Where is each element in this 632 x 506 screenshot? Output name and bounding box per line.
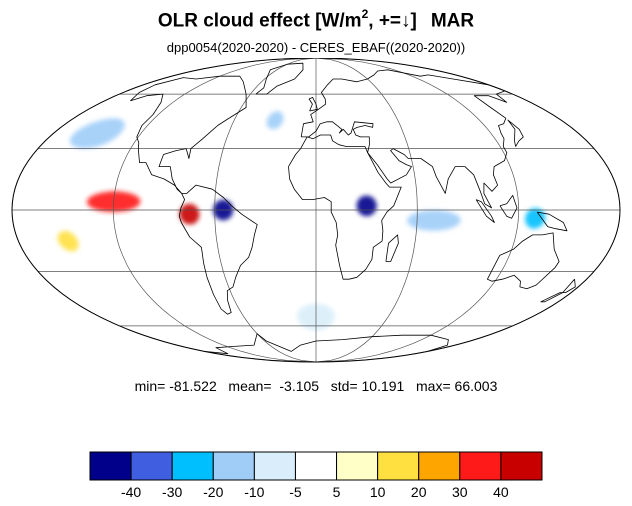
colorbar-tick-label: -5 [289, 484, 302, 500]
colorbar-tick-label: -40 [120, 484, 142, 500]
colorbar-tick-label: 5 [332, 484, 341, 500]
field-anomaly [356, 195, 377, 217]
coastline-sumatra [475, 199, 495, 223]
title-main: OLR cloud effect [W/m [157, 10, 362, 32]
coastline-greenland [255, 62, 304, 95]
plot-subtitle: dpp0054(2020-2020) - CERES_EBAF((2020-20… [166, 40, 466, 55]
colorbar-tick-label: -10 [244, 484, 265, 500]
field-anomaly [70, 118, 125, 149]
colorbar-tick-label: 20 [410, 484, 427, 500]
coastline-new-guinea [536, 211, 568, 232]
coastline-north-america [130, 75, 247, 194]
coastline-antarctica [204, 333, 449, 355]
statistics-line: min= -81.522 mean= -3.105 std= 10.191 ma… [0, 378, 632, 394]
meridian-line [315, 58, 418, 362]
plot-title: OLR cloud effect [W/m2, +=↓] MAR [0, 7, 632, 32]
stat-max-value: 66.003 [454, 378, 498, 394]
world-map [11, 58, 621, 363]
field-anomaly [57, 231, 79, 252]
meridian-line [214, 58, 317, 362]
title-month: MAR [430, 10, 475, 32]
stat-min-value: -81.522 [169, 378, 217, 394]
colorbar-swatch [89, 451, 132, 481]
field-anomaly [179, 203, 200, 225]
stat-mean-value: -3.105 [279, 378, 320, 394]
coastline-madagascar [385, 234, 399, 262]
colorbar-tick-label: 30 [452, 484, 468, 500]
field-anomaly [407, 210, 461, 231]
coastline-australia [487, 232, 560, 290]
colorbar-swatch [212, 451, 255, 481]
colorbar-tick-label: -20 [203, 484, 224, 500]
colorbar-swatch [294, 451, 338, 481]
meridian-line [112, 58, 317, 362]
colorbar-swatch [336, 451, 379, 481]
stat-mean-label: mean= [228, 378, 272, 394]
colorbar-swatch [500, 451, 543, 481]
stat-max-label: max= [416, 378, 451, 394]
coastline-borneo [499, 195, 518, 219]
coastline-south-america [178, 184, 258, 315]
colorbar-tick-label: 40 [493, 484, 509, 500]
globe-outline [11, 58, 621, 363]
colorbar-swatch [418, 451, 461, 481]
title-sign: , +=↓] [368, 10, 417, 32]
stat-std-label: std= [330, 378, 358, 394]
colorbar-swatch [459, 451, 502, 481]
coastline-africa [288, 134, 402, 280]
meridian-line [315, 58, 520, 362]
coastline-japan [507, 119, 524, 147]
stat-min-label: min= [134, 378, 166, 394]
title-superscript: 2 [361, 7, 369, 21]
colorbar [89, 451, 543, 481]
colorbar-swatch [377, 451, 420, 481]
coastline-uk [308, 97, 318, 112]
colorbar-swatch [171, 451, 214, 481]
field-anomaly [266, 111, 284, 130]
coastline-new-zealand [540, 278, 576, 303]
colorbar-tick-label: 10 [369, 484, 386, 500]
colorbar-tick-label: -30 [162, 484, 183, 500]
stat-std-value: 10.191 [361, 378, 405, 394]
field-anomaly [525, 208, 546, 229]
colorbar-swatch [253, 451, 296, 481]
coastline-europe-asia [300, 69, 508, 209]
colorbar-swatch [130, 451, 173, 481]
